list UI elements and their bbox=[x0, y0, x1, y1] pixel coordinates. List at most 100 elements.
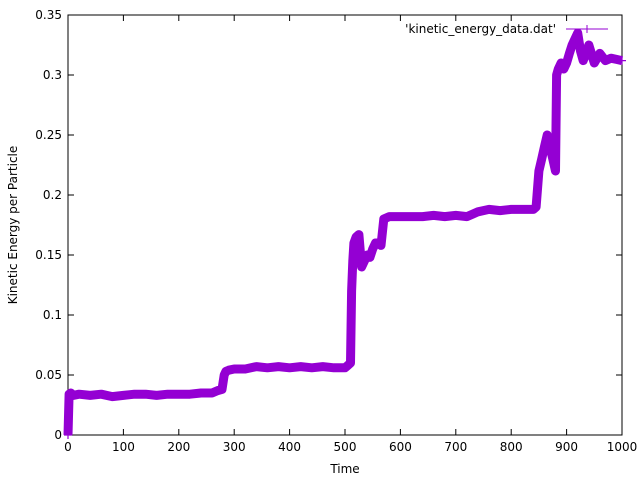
data-point-marker bbox=[606, 54, 615, 63]
data-point-marker bbox=[263, 363, 272, 372]
data-point-marker bbox=[220, 371, 229, 379]
x-tick-label: 600 bbox=[389, 440, 412, 454]
data-point-marker bbox=[377, 241, 386, 250]
data-point-marker bbox=[518, 205, 527, 214]
x-tick-label: 900 bbox=[555, 440, 578, 454]
data-point-marker bbox=[208, 389, 217, 397]
data-point-marker bbox=[347, 287, 356, 295]
data-point-marker bbox=[213, 386, 222, 395]
data-point-marker bbox=[468, 210, 477, 219]
data-point-marker bbox=[429, 211, 438, 220]
data-point-marker bbox=[196, 389, 205, 397]
data-point-marker bbox=[86, 391, 95, 400]
x-axis-ticks: 0 100 200 300 400 500 600 700 800 900 1000 bbox=[64, 15, 637, 454]
data-point-marker bbox=[385, 212, 394, 221]
data-point-marker bbox=[348, 257, 357, 265]
y-tick-label: 0 bbox=[54, 428, 62, 442]
data-point-marker bbox=[224, 366, 233, 375]
data-point-marker bbox=[543, 131, 552, 139]
data-point-marker bbox=[75, 390, 84, 399]
legend-label: 'kinetic_energy_data.dat' bbox=[405, 22, 556, 36]
data-point-marker bbox=[576, 47, 585, 55]
data-point-marker bbox=[185, 390, 194, 399]
data-point-marker bbox=[612, 55, 621, 64]
data-point-marker bbox=[418, 212, 427, 221]
data-point-marker bbox=[562, 59, 571, 67]
data-point-marker bbox=[565, 49, 574, 58]
data-point-marker bbox=[64, 431, 72, 439]
legend-marker bbox=[583, 25, 591, 33]
data-point-marker bbox=[440, 212, 449, 221]
x-tick-label: 0 bbox=[64, 440, 72, 454]
data-point-marker bbox=[152, 391, 161, 400]
data-point-marker bbox=[108, 392, 117, 401]
data-point-marker bbox=[570, 35, 579, 43]
data-point-marker bbox=[318, 362, 327, 371]
x-tick-label: 1000 bbox=[607, 440, 638, 454]
data-point-marker bbox=[119, 391, 128, 400]
y-tick-label: 0.1 bbox=[43, 308, 62, 322]
data-point-marker bbox=[496, 206, 505, 215]
data-point-marker bbox=[274, 362, 283, 371]
data-point-marker bbox=[573, 29, 582, 37]
data-point-marker bbox=[307, 363, 316, 372]
data-point-marker bbox=[568, 41, 577, 49]
data-point-marker bbox=[296, 362, 305, 371]
data-point-marker bbox=[379, 215, 388, 223]
data-point-marker bbox=[548, 155, 557, 163]
data-point-marker bbox=[329, 363, 338, 372]
data-point-marker bbox=[507, 205, 516, 214]
x-tick-label: 800 bbox=[500, 440, 523, 454]
data-point-marker bbox=[368, 245, 377, 253]
y-axis-label: Kinetic Energy per Particle bbox=[6, 146, 20, 305]
data-point-marker bbox=[130, 390, 139, 399]
series-line bbox=[63, 28, 623, 436]
y-tick-label: 0.2 bbox=[43, 188, 62, 202]
data-point-marker bbox=[559, 65, 568, 73]
x-tick-label: 700 bbox=[444, 440, 467, 454]
data-point-marker bbox=[357, 263, 366, 271]
y-tick-label: 0.05 bbox=[35, 368, 62, 382]
data-point-marker bbox=[354, 230, 363, 239]
data-point-marker bbox=[346, 359, 355, 367]
data-point-marker bbox=[537, 155, 546, 163]
data-point-marker bbox=[285, 363, 294, 372]
data-point-marker bbox=[241, 365, 250, 373]
y-axis-ticks: 0 0.05 0.1 0.15 0.2 0.25 0.3 0.35 bbox=[35, 8, 622, 442]
data-point-marker bbox=[65, 390, 74, 399]
data-point-marker bbox=[174, 390, 183, 399]
data-point-marker bbox=[141, 390, 150, 399]
legend: 'kinetic_energy_data.dat' bbox=[405, 22, 608, 36]
data-point-marker bbox=[163, 390, 172, 399]
x-tick-label: 400 bbox=[278, 440, 301, 454]
data-point-marker bbox=[69, 391, 78, 400]
y-tick-label: 0.3 bbox=[43, 68, 62, 82]
x-tick-label: 100 bbox=[112, 440, 135, 454]
y-tick-label: 0.35 bbox=[35, 8, 62, 22]
x-tick-label: 500 bbox=[334, 440, 357, 454]
data-point-marker bbox=[532, 203, 541, 211]
x-tick-label: 200 bbox=[167, 440, 190, 454]
data-point-marker bbox=[451, 211, 460, 220]
data-point-marker bbox=[97, 390, 106, 399]
data-point-marker bbox=[365, 253, 374, 262]
data-point-marker bbox=[534, 167, 543, 175]
data-point-marker bbox=[252, 362, 261, 371]
data-point-marker bbox=[473, 207, 482, 216]
data-point-marker bbox=[601, 56, 610, 65]
data-point-marker bbox=[618, 56, 626, 65]
data-point-marker bbox=[581, 49, 590, 58]
data-point-marker bbox=[590, 59, 599, 67]
data-point-marker bbox=[407, 212, 416, 221]
data-point-marker bbox=[545, 143, 554, 151]
data-point-marker bbox=[230, 365, 239, 373]
data-point-marker bbox=[349, 239, 358, 247]
series-layer bbox=[63, 28, 626, 439]
data-point-marker bbox=[551, 167, 560, 175]
data-point-marker bbox=[485, 205, 494, 214]
data-point-marker bbox=[579, 56, 588, 65]
data-point-marker bbox=[584, 41, 593, 49]
x-axis-label: Time bbox=[329, 462, 359, 476]
y-tick-label: 0.25 bbox=[35, 128, 62, 142]
